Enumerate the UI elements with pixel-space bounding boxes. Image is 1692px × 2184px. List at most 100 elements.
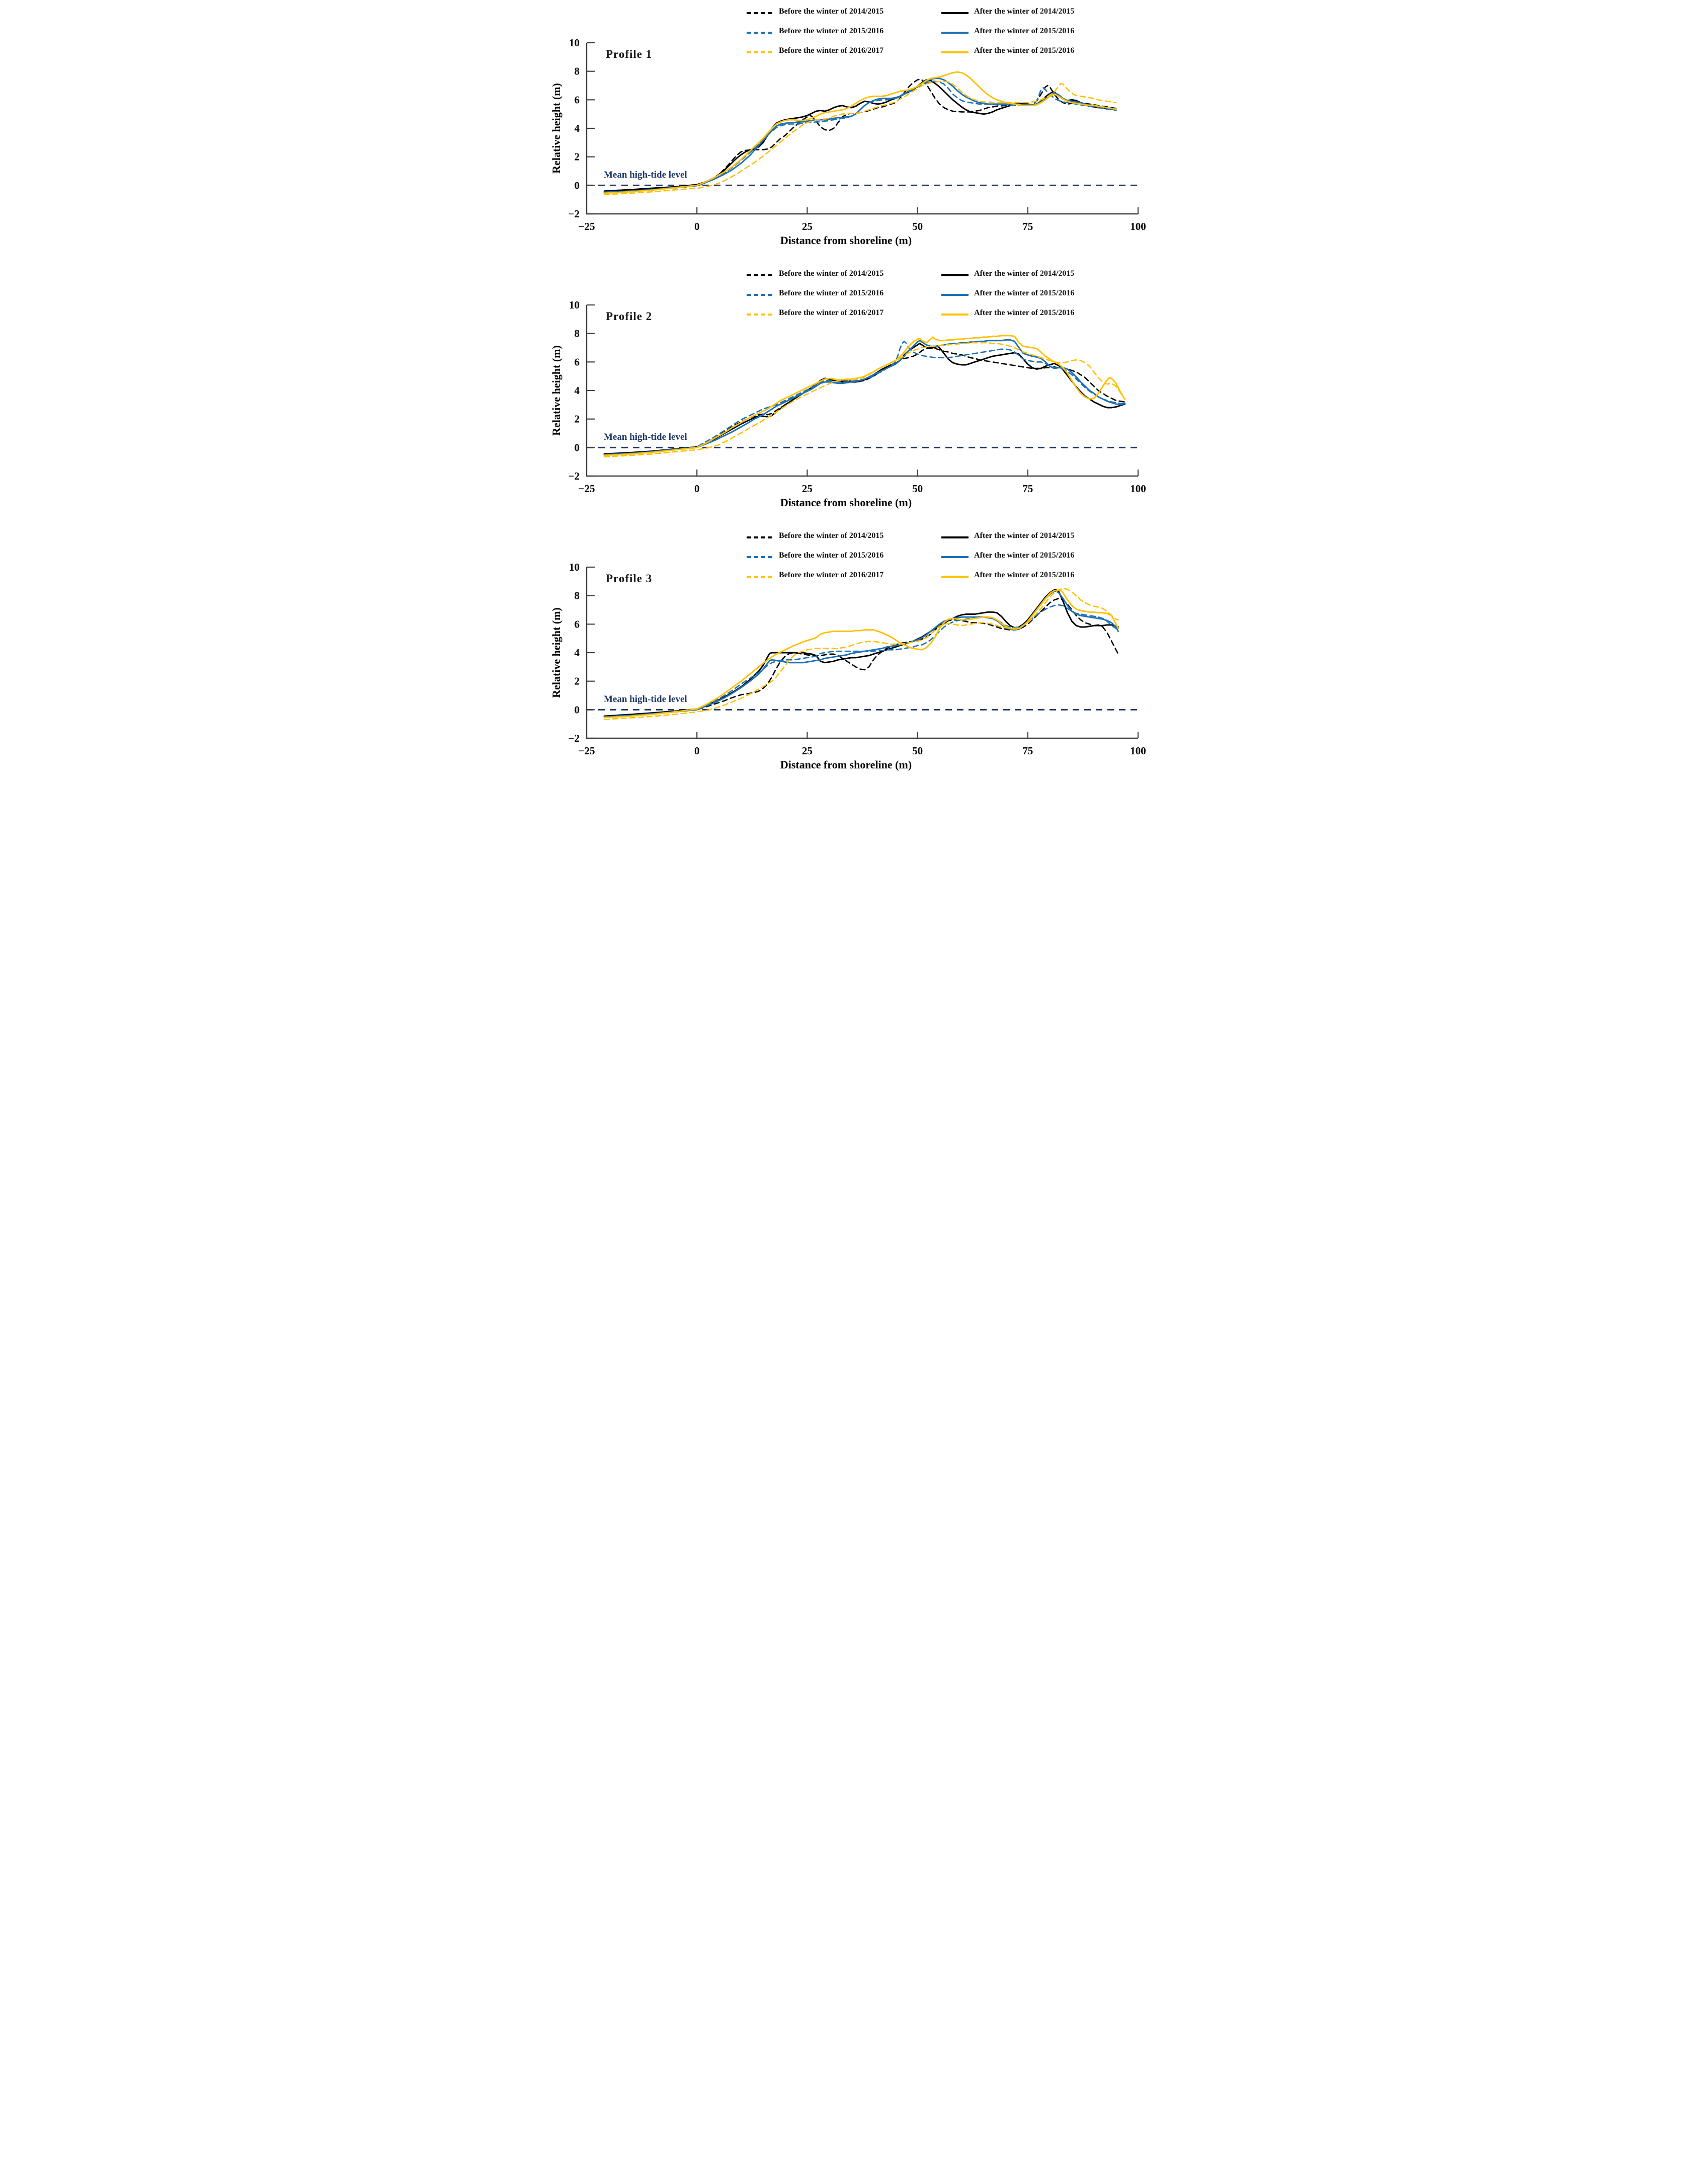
y-tick-label: 6 (575, 356, 580, 368)
solid-line-swatch-icon (941, 556, 969, 558)
x-tick-label: −25 (579, 220, 595, 232)
profile-1-title: Profile 1 (606, 48, 653, 60)
legend-label: Before the winter of 2016/2017 (779, 571, 884, 579)
mean-high-tide-label-3: Mean high-tide level (604, 694, 687, 705)
x-axis-title-1: Distance from shoreline (m) (780, 234, 912, 247)
legend-label: After the winter of 2015/2016 (974, 289, 1075, 297)
legend-row: Before the winter of 2015/2016 After the … (541, 547, 1151, 567)
y-tick-label: 8 (575, 328, 580, 340)
y-tick-label: 4 (575, 647, 580, 659)
solid-line-swatch-icon (941, 576, 969, 578)
legend-label: Before the winter of 2015/2016 (779, 27, 884, 35)
profile-2-title: Profile 2 (606, 310, 653, 323)
legend-label: Before the winter of 2014/2015 (779, 269, 884, 278)
legend-label: Before the winter of 2015/2016 (779, 289, 884, 297)
series-line-4 (603, 339, 1126, 455)
y-tick-label: −2 (569, 208, 580, 220)
profile-3-section: 10 8 6 4 2 0 −2 −25 0 25 50 75 100 Profile 3 Mean hi… (541, 524, 1151, 787)
legend-label: Before the winter of 2016/2017 (779, 308, 884, 317)
x-tick-label: 50 (912, 745, 923, 757)
legend-label: After the winter of 2014/2015 (974, 531, 1075, 540)
x-tick-label: 25 (802, 220, 813, 232)
dashed-line-swatch-icon (747, 294, 774, 296)
y-tick-label: −2 (569, 470, 580, 482)
series-line-2 (603, 343, 1126, 455)
solid-line-swatch-icon (941, 51, 969, 53)
x-tick-label: 0 (694, 483, 700, 495)
x-tick-label: 75 (1022, 483, 1033, 495)
profile-3-plot: 10 8 6 4 2 0 −2−25 0 25 50 75 100 (569, 561, 1146, 757)
series-line-6 (603, 335, 1126, 456)
legend-label: After the winter of 2015/2016 (974, 308, 1075, 317)
y-tick-label: 0 (575, 179, 580, 191)
legend-row: Before the winter of 2015/2016 After the … (541, 285, 1151, 304)
legend-label: After the winter of 2014/2015 (974, 7, 1075, 16)
y-tick-label: 6 (575, 94, 580, 106)
solid-line-swatch-icon (941, 294, 969, 296)
x-tick-label: 100 (1130, 220, 1146, 232)
profile-2-plot: 10 8 6 4 2 0 −2−25 0 25 50 75 100 (569, 299, 1146, 495)
y-tick-label: 8 (575, 65, 580, 77)
x-tick-label: 25 (802, 483, 813, 495)
solid-line-swatch-icon (941, 12, 969, 14)
dashed-line-swatch-icon (747, 32, 774, 34)
x-tick-label: 0 (694, 745, 700, 757)
dashed-line-swatch-icon (747, 536, 774, 538)
x-tick-label: 75 (1022, 745, 1033, 757)
solid-line-swatch-icon (941, 274, 969, 276)
profile-1-legend: Before the winter of 2014/2015 After the … (541, 3, 1151, 62)
y-tick-label: −2 (569, 732, 580, 744)
legend-row: Before the winter of 2014/2015 After the … (541, 527, 1151, 547)
dashed-line-swatch-icon (747, 576, 774, 578)
series-line-5 (603, 342, 1125, 458)
solid-line-swatch-icon (941, 536, 969, 538)
legend-row: Before the winter of 2016/2017 After the … (541, 567, 1151, 586)
profile-1-plot: 10 8 6 4 2 0 −2−25 0 25 50 75 100 (569, 37, 1146, 232)
y-tick-label: 0 (575, 704, 580, 716)
series-line-6 (603, 71, 1117, 194)
x-axis-title-3: Distance from shoreline (m) (780, 758, 912, 771)
legend-label: Before the winter of 2014/2015 (779, 531, 884, 540)
x-axis-title-2: Distance from shoreline (m) (780, 496, 912, 509)
profile-2-legend: Before the winter of 2014/2015 After the … (541, 265, 1151, 324)
series-line-5 (603, 81, 1117, 196)
dashed-line-swatch-icon (747, 51, 774, 53)
solid-line-swatch-icon (941, 32, 969, 34)
y-tick-label: 10 (569, 37, 580, 49)
series-line-6 (603, 589, 1119, 719)
x-tick-label: −25 (579, 745, 595, 757)
dashed-line-swatch-icon (747, 274, 774, 276)
dashed-line-swatch-icon (747, 556, 774, 558)
dashed-line-swatch-icon (747, 12, 774, 14)
solid-line-swatch-icon (941, 314, 969, 316)
y-tick-label: 0 (575, 441, 580, 453)
dashed-line-swatch-icon (747, 314, 774, 316)
legend-row: Before the winter of 2015/2016 After the … (541, 23, 1151, 42)
y-tick-label: 2 (575, 151, 580, 163)
beach-profiles-figure: 10 8 6 4 2 0 −2 −25 0 25 50 75 100 Profile 1 Mean hi… (541, 0, 1151, 787)
profile-3-legend: Before the winter of 2014/2015 After the … (541, 527, 1151, 586)
legend-row: Before the winter of 2016/2017 After the … (541, 304, 1151, 324)
profile-3-title: Profile 3 (606, 572, 653, 585)
profile-2-section: 10 8 6 4 2 0 −2 −25 0 25 50 75 100 Profile 2 Mean hi… (541, 262, 1151, 524)
series-line-3 (603, 604, 1119, 718)
legend-label: After the winter of 2015/2016 (974, 551, 1075, 560)
mean-high-tide-label-2: Mean high-tide level (604, 432, 687, 442)
y-tick-label: 4 (575, 384, 580, 397)
y-tick-label: 10 (569, 299, 580, 311)
legend-label: After the winter of 2015/2016 (974, 46, 1075, 55)
y-tick-label: 8 (575, 590, 580, 602)
legend-label: After the winter of 2015/2016 (974, 571, 1075, 579)
x-tick-label: 0 (694, 220, 700, 232)
y-tick-label: 2 (575, 675, 580, 687)
legend-row: Before the winter of 2014/2015 After the … (541, 3, 1151, 23)
x-tick-label: 100 (1130, 745, 1146, 757)
y-tick-label: 4 (575, 122, 580, 134)
legend-label: After the winter of 2014/2015 (974, 269, 1075, 278)
mean-high-tide-label-1: Mean high-tide level (604, 170, 687, 180)
x-tick-label: 25 (802, 745, 813, 757)
x-tick-label: 75 (1022, 220, 1033, 232)
profile-1-section: 10 8 6 4 2 0 −2 −25 0 25 50 75 100 Profile 1 Mean hi… (541, 0, 1151, 262)
legend-row: Before the winter of 2014/2015 After the … (541, 265, 1151, 285)
y-tick-label: 10 (569, 561, 580, 573)
